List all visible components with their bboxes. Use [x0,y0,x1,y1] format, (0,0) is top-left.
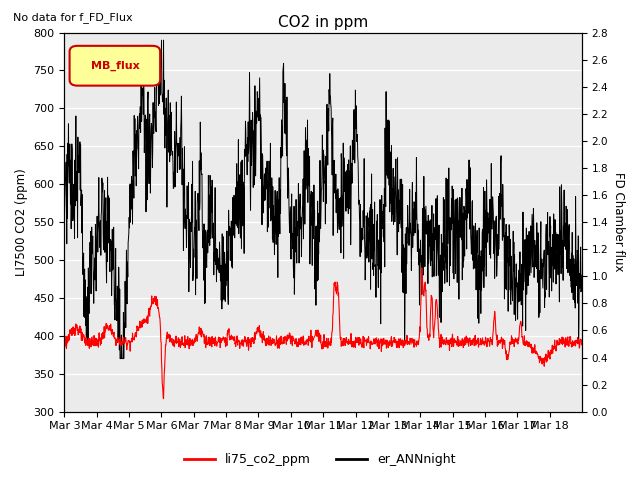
Y-axis label: FD Chamber flux: FD Chamber flux [612,172,625,272]
Y-axis label: LI7500 CO2 (ppm): LI7500 CO2 (ppm) [15,168,28,276]
Text: No data for f_FD_Flux: No data for f_FD_Flux [13,12,132,23]
FancyBboxPatch shape [70,46,160,85]
Title: CO2 in ppm: CO2 in ppm [278,15,368,30]
Text: MB_flux: MB_flux [91,60,140,71]
Legend: li75_co2_ppm, er_ANNnight: li75_co2_ppm, er_ANNnight [179,448,461,471]
